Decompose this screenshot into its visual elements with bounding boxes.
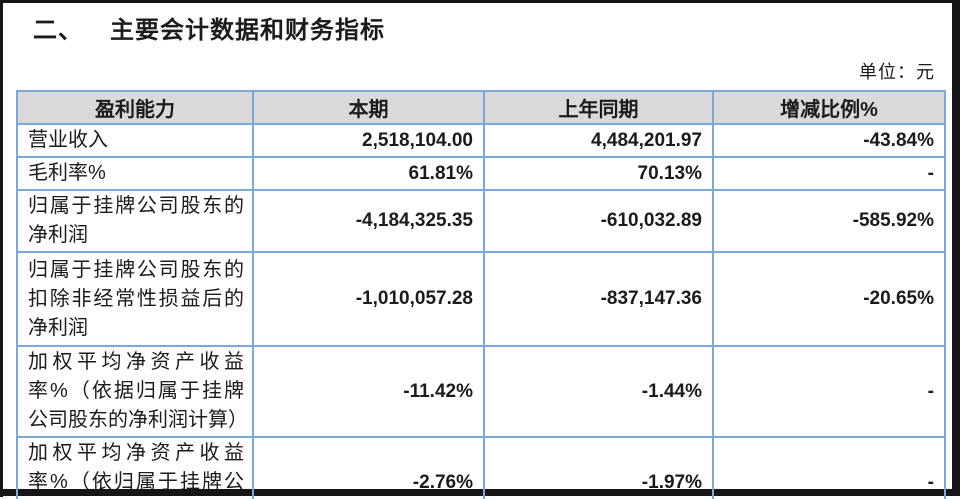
change-ratio-cell: - (712, 156, 946, 191)
current-period-cell: -2.76% (252, 436, 485, 499)
column-header: 上年同期 (483, 90, 714, 125)
prior-period-cell: -1.97% (483, 436, 714, 499)
page-frame-right (952, 0, 960, 489)
row-label-cell: 毛利率% (16, 156, 254, 191)
column-header: 增减比例% (712, 90, 946, 125)
column-header: 本期 (252, 90, 485, 125)
current-period-cell: -1,010,057.28 (252, 251, 485, 347)
header-row: 盈利能力 本期 上年同期 增减比例% (16, 90, 946, 125)
current-period-cell: -4,184,325.35 (252, 189, 485, 253)
page-frame-top (0, 0, 960, 3)
table-row: 归属于挂牌公司股东的扣除非经常性损益后的净利润 -1,010,057.28 -837… (16, 251, 946, 347)
section-title: 二、 主要会计数据和财务指标 (33, 10, 385, 45)
row-label-cell: 营业收入 (16, 123, 254, 158)
financial-table: 盈利能力 本期 上年同期 增减比例% 营业收入 2,518,104.00 4,484,20… (16, 90, 946, 499)
row-label-cell: 加权平均净资产收益率%（依据归属于挂牌公司股东的净利润计算） (16, 345, 254, 438)
change-ratio-cell: -585.92% (712, 189, 946, 253)
row-label-cell: 归属于挂牌公司股东的扣除非经常性损益后的净利润 (16, 251, 254, 347)
table-row: 归属于挂牌公司股东的净利润 -4,184,325.35 -610,032.89 -58… (16, 189, 946, 253)
unit-label: 单位：元 (859, 62, 935, 82)
row-label-cell: 加权平均净资产收益率%（依归属于挂牌公司 (16, 436, 254, 499)
table-row: 加权平均净资产收益率%（依归属于挂牌公司-2.76%-1.97%- (16, 436, 946, 499)
column-header: 盈利能力 (16, 90, 254, 125)
prior-period-cell: -1.44% (483, 345, 714, 438)
current-period-cell: -11.42% (252, 345, 485, 438)
change-ratio-cell: - (712, 345, 946, 438)
table-row: 毛利率% 61.81% 70.13% - (16, 156, 946, 191)
table-row: 营业收入 2,518,104.00 4,484,201.97 -43.84% (16, 123, 946, 158)
change-ratio-cell: -20.65% (712, 251, 946, 347)
page-frame-left (0, 0, 3, 497)
prior-period-cell: -837,147.36 (483, 251, 714, 347)
change-ratio-cell: -43.84% (712, 123, 946, 158)
change-ratio-cell: - (712, 436, 946, 499)
current-period-cell: 61.81% (252, 156, 485, 191)
prior-period-cell: -610,032.89 (483, 189, 714, 253)
prior-period-cell: 4,484,201.97 (483, 123, 714, 158)
current-period-cell: 2,518,104.00 (252, 123, 485, 158)
section-number: 二、 (33, 17, 83, 44)
row-label-cell: 归属于挂牌公司股东的净利润 (16, 189, 254, 253)
prior-period-cell: 70.13% (483, 156, 714, 191)
table-row: 加权平均净资产收益率%（依据归属于挂牌公司股东的净利润计算） -11.42% -1.… (16, 345, 946, 438)
section-title-text: 主要会计数据和财务指标 (110, 17, 385, 44)
